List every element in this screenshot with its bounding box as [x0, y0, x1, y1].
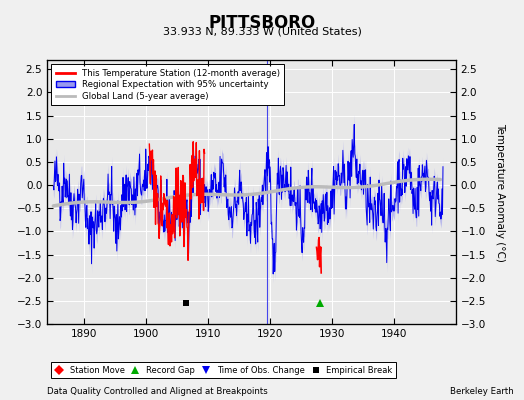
- Text: Berkeley Earth: Berkeley Earth: [450, 387, 514, 396]
- Text: 33.933 N, 89.333 W (United States): 33.933 N, 89.333 W (United States): [162, 26, 362, 36]
- Text: Data Quality Controlled and Aligned at Breakpoints: Data Quality Controlled and Aligned at B…: [47, 387, 268, 396]
- Legend: Station Move, Record Gap, Time of Obs. Change, Empirical Break: Station Move, Record Gap, Time of Obs. C…: [51, 362, 396, 378]
- Y-axis label: Temperature Anomaly (°C): Temperature Anomaly (°C): [496, 122, 506, 262]
- Text: PITTSBORO: PITTSBORO: [209, 14, 315, 32]
